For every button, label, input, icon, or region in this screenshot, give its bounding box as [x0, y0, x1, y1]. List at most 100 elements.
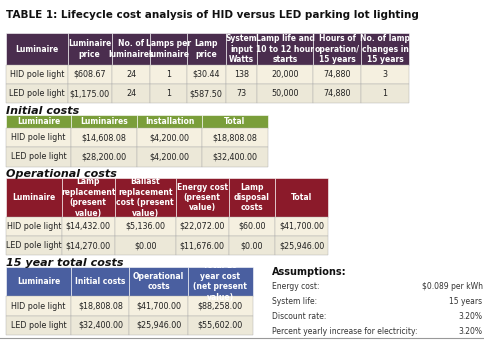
- Text: 3.20%: 3.20%: [458, 312, 482, 321]
- Text: $0.00: $0.00: [240, 241, 263, 250]
- Text: HID pole light: HID pole light: [6, 222, 61, 231]
- Bar: [150, 33, 186, 65]
- Bar: [361, 84, 408, 103]
- Bar: [115, 217, 175, 236]
- Bar: [6, 296, 71, 316]
- Bar: [61, 236, 115, 255]
- Bar: [129, 267, 187, 296]
- Bar: [274, 178, 328, 217]
- Bar: [186, 65, 225, 84]
- Bar: [68, 65, 111, 84]
- Bar: [6, 178, 61, 217]
- Bar: [6, 128, 71, 147]
- Text: LED pole light: LED pole light: [9, 89, 64, 98]
- Text: Lamps per
luminaire: Lamps per luminaire: [146, 39, 191, 59]
- Bar: [111, 84, 150, 103]
- Bar: [71, 296, 129, 316]
- Text: $14,432.00: $14,432.00: [66, 222, 110, 231]
- Text: $1,175.00: $1,175.00: [70, 89, 109, 98]
- Text: Total: Total: [224, 117, 245, 126]
- Text: LED pole light: LED pole light: [11, 321, 66, 330]
- Bar: [175, 236, 228, 255]
- Bar: [150, 65, 186, 84]
- Text: $28,200.00: $28,200.00: [81, 153, 126, 161]
- Text: $0.00: $0.00: [134, 241, 156, 250]
- Text: Luminaires: Luminaires: [80, 117, 128, 126]
- Text: 24: 24: [126, 89, 136, 98]
- Text: $4,200.00: $4,200.00: [149, 133, 189, 142]
- Bar: [71, 147, 136, 167]
- Bar: [71, 316, 129, 335]
- Text: $30.44: $30.44: [192, 70, 219, 79]
- Bar: [186, 33, 225, 65]
- Bar: [202, 128, 267, 147]
- Text: Percent yearly increase for electricity:: Percent yearly increase for electricity:: [271, 327, 416, 336]
- Bar: [136, 147, 202, 167]
- Text: HID pole light: HID pole light: [11, 302, 66, 310]
- Text: System
input
Watts: System input Watts: [225, 34, 257, 64]
- Bar: [71, 115, 136, 128]
- Bar: [71, 267, 129, 296]
- Text: $60.00: $60.00: [238, 222, 265, 231]
- Text: Luminaire: Luminaire: [15, 44, 59, 54]
- Bar: [257, 65, 312, 84]
- Bar: [312, 65, 361, 84]
- Text: LED pole light: LED pole light: [11, 153, 66, 161]
- Text: 1: 1: [382, 89, 387, 98]
- Text: 15 years: 15 years: [449, 297, 482, 306]
- Text: HID pole light: HID pole light: [11, 133, 66, 142]
- Text: No. of
luminaires: No. of luminaires: [108, 39, 153, 59]
- Text: 74,880: 74,880: [323, 70, 350, 79]
- Text: $11,676.00: $11,676.00: [180, 241, 224, 250]
- Bar: [6, 65, 68, 84]
- Text: $608.67: $608.67: [73, 70, 106, 79]
- Text: Lamp
price: Lamp price: [194, 39, 217, 59]
- Bar: [257, 33, 312, 65]
- Text: $41,700.00: $41,700.00: [136, 302, 181, 310]
- Bar: [129, 316, 187, 335]
- Text: Lamp
replacement
(present
value): Lamp replacement (present value): [61, 177, 115, 217]
- Text: Energy cost
(present
value): Energy cost (present value): [176, 182, 227, 212]
- Text: No. of lamp
changes in
15 years: No. of lamp changes in 15 years: [359, 34, 409, 64]
- Bar: [68, 33, 111, 65]
- Text: $14,608.08: $14,608.08: [81, 133, 126, 142]
- Text: Initial costs: Initial costs: [6, 106, 79, 116]
- Bar: [6, 84, 68, 103]
- Bar: [312, 33, 361, 65]
- Bar: [274, 236, 328, 255]
- Bar: [115, 236, 175, 255]
- Text: 138: 138: [233, 70, 248, 79]
- Text: $88,258.00: $88,258.00: [197, 302, 242, 310]
- Bar: [187, 316, 253, 335]
- Text: 20,000: 20,000: [271, 70, 298, 79]
- Text: Assumptions:: Assumptions:: [271, 267, 346, 277]
- Bar: [6, 236, 61, 255]
- Bar: [115, 178, 175, 217]
- Bar: [71, 128, 136, 147]
- Text: Operational costs: Operational costs: [6, 169, 117, 180]
- Bar: [225, 33, 257, 65]
- Text: Ballast
replacement
cost (present
value): Ballast replacement cost (present value): [116, 177, 174, 217]
- Bar: [361, 33, 408, 65]
- Text: $14,270.00: $14,270.00: [65, 241, 111, 250]
- Text: Lamp
disposal
costs: Lamp disposal costs: [234, 182, 269, 212]
- Bar: [186, 84, 225, 103]
- Bar: [202, 147, 267, 167]
- Text: Luminaire: Luminaire: [12, 193, 55, 202]
- Text: System life:: System life:: [271, 297, 316, 306]
- Bar: [175, 178, 228, 217]
- Bar: [111, 65, 150, 84]
- Bar: [6, 115, 71, 128]
- Bar: [225, 65, 257, 84]
- Bar: [61, 178, 115, 217]
- Text: $587.50: $587.50: [189, 89, 222, 98]
- Text: Lamp life and
10 to 12 hour
starts: Lamp life and 10 to 12 hour starts: [255, 34, 314, 64]
- Bar: [228, 178, 274, 217]
- Text: Initial costs: Initial costs: [75, 277, 125, 286]
- Bar: [225, 84, 257, 103]
- Text: Luminaire: Luminaire: [17, 117, 60, 126]
- Bar: [187, 296, 253, 316]
- Bar: [312, 84, 361, 103]
- Text: Discount rate:: Discount rate:: [271, 312, 325, 321]
- Bar: [361, 65, 408, 84]
